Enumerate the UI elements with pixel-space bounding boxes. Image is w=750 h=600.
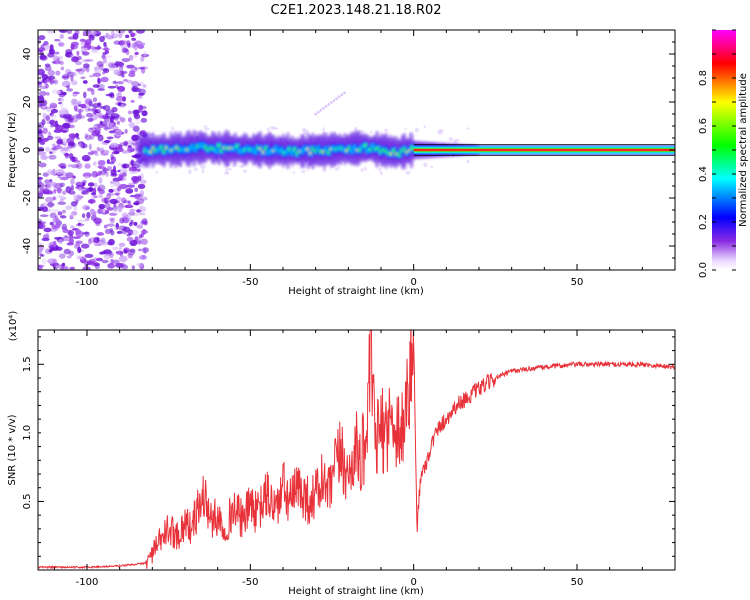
spectrogram-heatmap	[38, 30, 675, 270]
colorbar-tick-label: 0.4	[698, 166, 709, 182]
spectrogram-ticks: -100 -50 0 50 -40 -20 0 20 40	[22, 29, 676, 288]
spectrogram-ytick-label: 0	[22, 147, 33, 153]
spectrogram-ytick-label: 20	[22, 96, 33, 109]
spectrogram-ytick-label: -40	[22, 238, 33, 254]
spectrogram-xtick-label: -100	[76, 277, 99, 288]
signal-band-core	[413, 148, 675, 152]
figure-title: C2E1.2023.148.21.18.R02	[270, 3, 441, 18]
colorbar-tick-label: 0.6	[698, 118, 709, 134]
snr-xtick-label: 0	[410, 577, 416, 588]
spectrogram-xtick-label: 0	[410, 277, 416, 288]
spectrogram-xtick-label: 50	[571, 277, 584, 288]
snr-xtick-label: -100	[76, 577, 99, 588]
snr-xlabel: Height of straight line (km)	[288, 586, 424, 597]
colorbar-tick-label: 0.8	[698, 70, 709, 86]
colorbar-label: Normalized spectral amplitude	[738, 73, 749, 227]
spectrogram-xlabel: Height of straight line (km)	[288, 286, 424, 297]
colorbar-tick-label: 0.0	[698, 262, 709, 278]
snr-ytick-label: 0.5	[22, 493, 33, 509]
spectrogram-panel: -100 -50 0 50 -40 -20 0 20 40 Height of straight…	[7, 29, 676, 297]
snr-ticks: -100 -50 0 50 0.5 1.0 1.5	[22, 330, 676, 588]
snr-frame	[37, 329, 676, 571]
colorbar-ticks: 0.0 0.2 0.4 0.6 0.8	[698, 29, 736, 278]
snr-xtick-label: 50	[571, 577, 584, 588]
spectrogram-ytick-label: -20	[22, 190, 33, 206]
spectrogram-ylabel: Frequency (Hz)	[7, 112, 18, 188]
spectrogram-ytick-label: 40	[22, 48, 33, 61]
colorbar: 0.0 0.2 0.4 0.6 0.8 Normalized spectral ampl…	[698, 29, 749, 278]
snr-ytick-label: 1.0	[22, 425, 33, 441]
spectrogram-noise-blobs	[38, 30, 474, 270]
snr-series-line	[38, 330, 675, 570]
snr-xtick-label: -50	[242, 577, 258, 588]
snr-ytick-label: 1.5	[22, 356, 33, 372]
snr-multiplier: (x10⁴)	[8, 311, 19, 342]
spectrogram-xtick-label: -50	[242, 277, 258, 288]
snr-ylabel: SNR (10 * v/v)	[7, 414, 18, 485]
snr-panel: -100 -50 0 50 0.5 1.0 1.5 Height of straight l…	[7, 311, 676, 597]
colorbar-tick-label: 0.2	[698, 214, 709, 230]
